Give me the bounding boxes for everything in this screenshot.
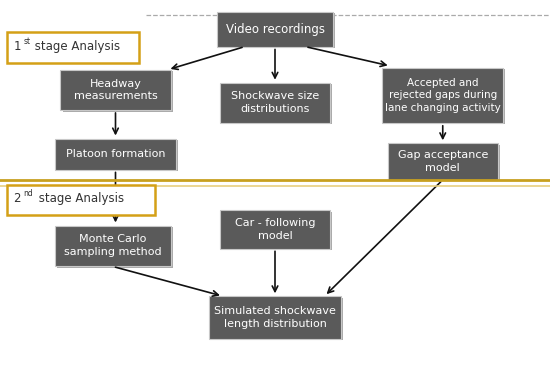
FancyBboxPatch shape — [57, 227, 173, 268]
FancyBboxPatch shape — [55, 139, 176, 170]
Text: Shockwave size
distributions: Shockwave size distributions — [231, 91, 319, 114]
FancyBboxPatch shape — [388, 143, 498, 180]
FancyBboxPatch shape — [60, 70, 170, 110]
Text: Simulated shockwave
length distribution: Simulated shockwave length distribution — [214, 306, 336, 329]
FancyBboxPatch shape — [222, 211, 332, 250]
Text: Accepted and
rejected gaps during
lane changing activity: Accepted and rejected gaps during lane c… — [385, 77, 501, 113]
Text: stage Analysis: stage Analysis — [35, 192, 124, 205]
Text: Car - following
model: Car - following model — [235, 218, 315, 241]
FancyBboxPatch shape — [219, 13, 335, 48]
FancyBboxPatch shape — [217, 12, 333, 47]
Text: Video recordings: Video recordings — [226, 23, 324, 36]
FancyBboxPatch shape — [390, 145, 500, 181]
Text: Gap acceptance
model: Gap acceptance model — [398, 150, 488, 173]
FancyBboxPatch shape — [7, 185, 155, 215]
Text: stage Analysis: stage Analysis — [31, 40, 120, 53]
Text: Headway
measurements: Headway measurements — [74, 79, 157, 101]
FancyBboxPatch shape — [382, 68, 503, 123]
FancyBboxPatch shape — [7, 32, 139, 63]
FancyBboxPatch shape — [209, 297, 341, 338]
FancyBboxPatch shape — [55, 226, 170, 266]
Text: st: st — [23, 37, 30, 46]
FancyBboxPatch shape — [57, 140, 178, 171]
FancyBboxPatch shape — [222, 84, 332, 124]
Text: Monte Carlo
sampling method: Monte Carlo sampling method — [64, 235, 162, 257]
FancyBboxPatch shape — [211, 298, 343, 340]
Text: nd: nd — [23, 189, 33, 198]
FancyBboxPatch shape — [384, 69, 505, 124]
Text: 1: 1 — [13, 40, 21, 53]
FancyBboxPatch shape — [63, 71, 173, 112]
Text: Platoon formation: Platoon formation — [66, 149, 165, 159]
FancyBboxPatch shape — [220, 83, 330, 123]
FancyBboxPatch shape — [220, 210, 330, 249]
Text: 2: 2 — [13, 192, 21, 205]
